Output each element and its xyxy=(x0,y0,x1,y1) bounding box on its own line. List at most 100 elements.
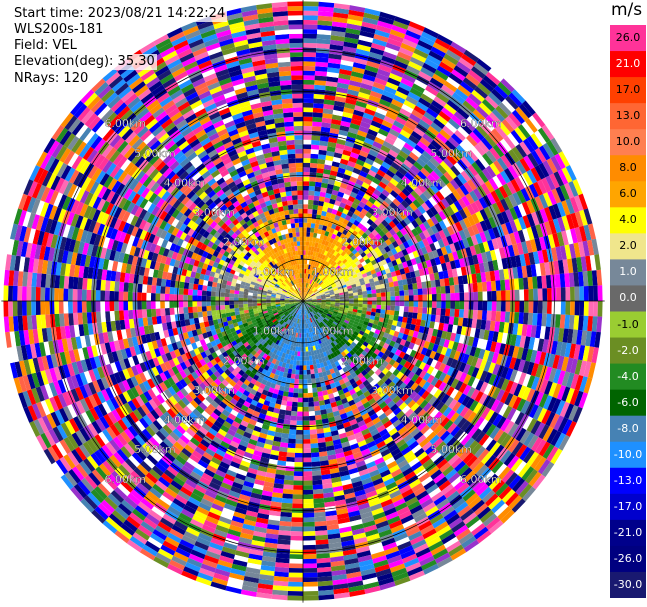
velocity-gate xyxy=(397,203,406,212)
velocity-gate xyxy=(332,185,340,192)
velocity-gate xyxy=(330,249,336,255)
velocity-gate xyxy=(318,280,323,285)
velocity-gate xyxy=(303,204,309,209)
velocity-gate xyxy=(491,290,497,301)
velocity-gate xyxy=(368,95,381,104)
velocity-gate xyxy=(332,12,349,19)
velocity-gate xyxy=(358,201,366,209)
velocity-gate xyxy=(314,277,319,282)
velocity-gate xyxy=(413,186,423,197)
velocity-gate xyxy=(297,393,303,398)
velocity-gate xyxy=(314,252,319,258)
velocity-gate xyxy=(345,165,355,172)
velocity-gate xyxy=(304,282,306,288)
velocity-gate xyxy=(322,245,328,251)
velocity-gate xyxy=(477,301,483,311)
velocity-gate xyxy=(384,46,399,56)
velocity-gate xyxy=(386,205,395,213)
velocity-gate xyxy=(402,38,418,49)
velocity-gate xyxy=(346,249,352,256)
velocity-gate xyxy=(353,109,365,117)
velocity-gate xyxy=(303,379,308,384)
velocity-gate xyxy=(293,480,303,486)
velocity-gate xyxy=(327,232,333,238)
velocity-gate xyxy=(310,162,318,169)
velocity-gate xyxy=(401,103,414,114)
velocity-gate xyxy=(289,424,297,430)
velocity-gate xyxy=(421,313,427,321)
velocity-gate xyxy=(406,65,421,76)
velocity-gate xyxy=(394,90,408,100)
velocity-gate xyxy=(387,38,403,48)
velocity-gate xyxy=(371,293,377,298)
velocity-gate xyxy=(348,303,354,307)
velocity-gate xyxy=(343,253,349,259)
velocity-gate xyxy=(326,146,336,153)
velocity-gate xyxy=(318,200,325,207)
velocity-gate xyxy=(565,287,571,301)
velocity-gate xyxy=(319,136,329,142)
velocity-gate xyxy=(303,10,319,16)
velocity-gate xyxy=(327,62,341,69)
velocity-gate xyxy=(295,448,303,454)
velocity-gate xyxy=(542,301,548,314)
velocity-gate xyxy=(330,39,345,47)
velocity-gate xyxy=(385,169,396,178)
velocity-gate xyxy=(366,290,372,295)
velocity-gate xyxy=(328,203,335,209)
velocity-gate xyxy=(417,170,427,181)
velocity-gate xyxy=(391,209,399,218)
velocity-gate xyxy=(425,85,439,97)
velocity-gate xyxy=(436,293,442,301)
velocity-gate xyxy=(431,294,437,301)
velocity-gate xyxy=(307,392,314,398)
velocity-gate xyxy=(390,68,405,78)
velocity-gate xyxy=(303,75,315,81)
velocity-gate xyxy=(342,229,349,236)
velocity-gate xyxy=(381,119,393,129)
velocity-gate xyxy=(351,202,359,210)
velocity-gate xyxy=(404,196,413,206)
velocity-gate xyxy=(475,105,489,119)
velocity-gate xyxy=(358,35,374,43)
velocity-gate xyxy=(454,292,460,301)
velocity-gate xyxy=(366,60,380,69)
velocity-gate xyxy=(380,211,388,220)
velocity-gate xyxy=(308,264,311,270)
velocity-gate xyxy=(397,133,409,143)
velocity-gate xyxy=(303,199,309,205)
velocity-gate xyxy=(340,120,351,128)
velocity-gate xyxy=(390,301,396,306)
velocity-gate xyxy=(306,360,310,366)
velocity-gate xyxy=(303,498,314,504)
velocity-gate xyxy=(370,204,379,212)
velocity-gate xyxy=(350,75,363,83)
velocity-gate xyxy=(428,103,442,115)
velocity-gate xyxy=(403,306,409,313)
velocity-gate xyxy=(295,365,300,370)
velocity-gate xyxy=(321,117,332,124)
velocity-gate xyxy=(288,438,296,444)
velocity-gate xyxy=(303,231,307,237)
velocity-gate xyxy=(363,204,371,212)
velocity-gate xyxy=(355,232,362,240)
velocity-gate xyxy=(317,29,332,36)
velocity-gate xyxy=(303,374,308,380)
velocity-gate xyxy=(342,149,352,157)
velocity-gate xyxy=(349,298,354,301)
velocity-gate xyxy=(387,181,396,190)
velocity-gate xyxy=(287,595,303,601)
velocity-gate xyxy=(407,168,418,178)
velocity-gate xyxy=(311,255,315,261)
velocity-gate xyxy=(309,172,317,178)
velocity-gate xyxy=(347,89,360,97)
velocity-gate xyxy=(292,392,299,398)
velocity-gate xyxy=(324,197,331,204)
velocity-gate xyxy=(359,219,367,226)
velocity-gate xyxy=(465,73,480,87)
velocity-gate xyxy=(392,20,409,30)
velocity-gate xyxy=(304,287,306,292)
velocity-gate xyxy=(383,208,391,217)
velocity-gate xyxy=(367,304,372,309)
velocity-gate xyxy=(330,260,335,266)
